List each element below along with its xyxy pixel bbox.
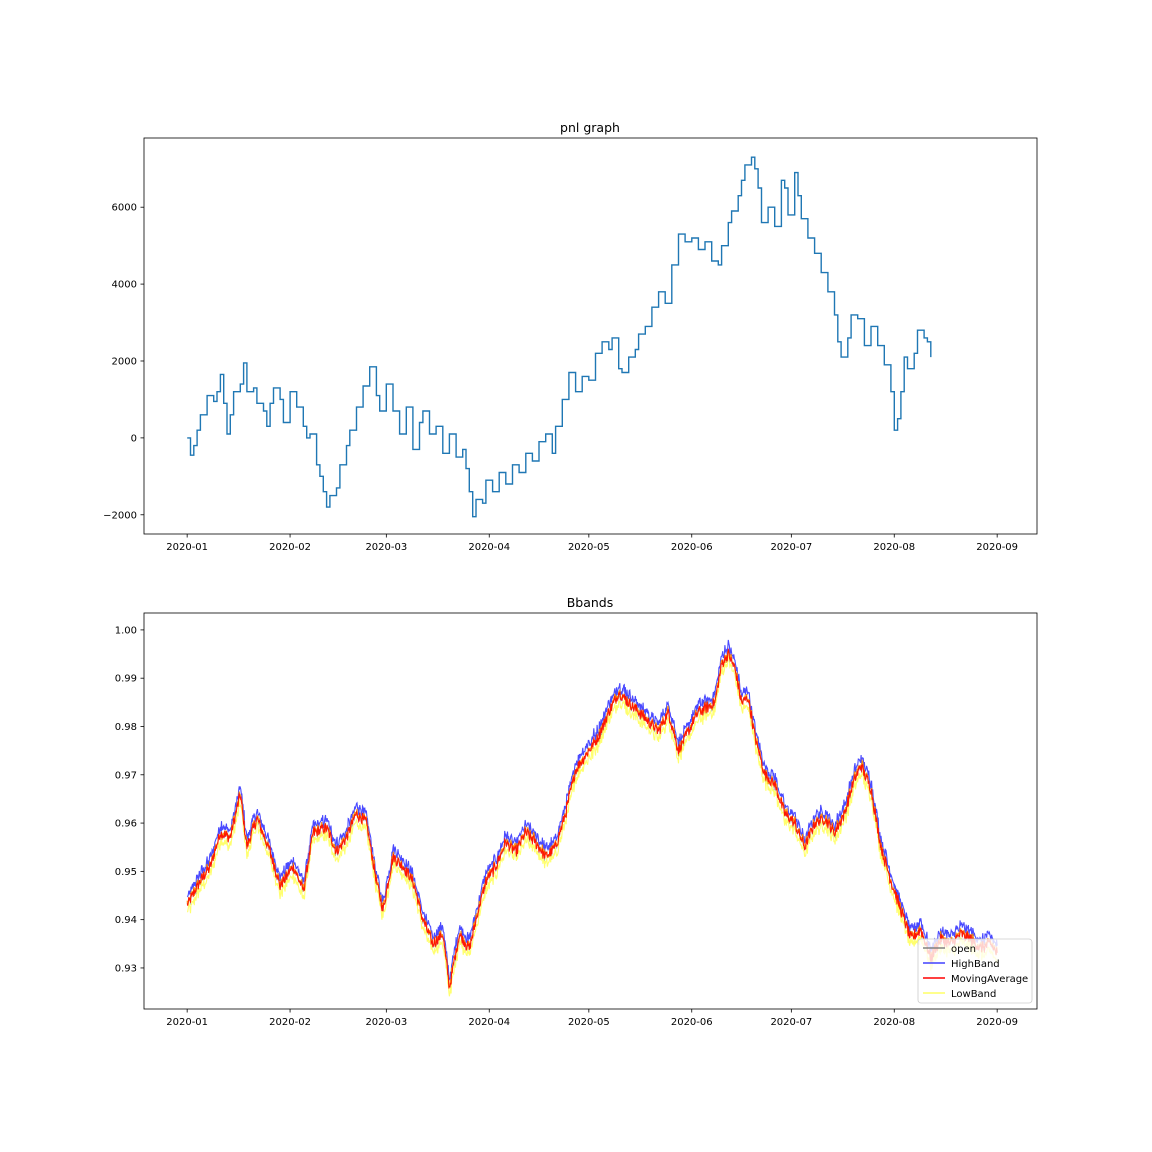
x-tick-label: 2020-08 bbox=[873, 542, 915, 553]
pnl-graph-axes: pnl graph 2020-01 2020-02 2020-03 2020-04 20… bbox=[103, 120, 1038, 553]
x-tick-label: 2020-06 bbox=[671, 1017, 713, 1028]
pnl-graph-plot-area bbox=[187, 156, 932, 518]
pnl-graph-frame bbox=[143, 137, 1038, 535]
x-tick-label: 2020-05 bbox=[568, 1017, 610, 1028]
x-tick-label: 2020-05 bbox=[568, 542, 610, 553]
bbands-x-ticks: 2020-01 2020-02 2020-03 2020-04 2020-05 2020-… bbox=[166, 1009, 1018, 1028]
x-tick-label: 2020-09 bbox=[976, 1017, 1018, 1028]
x-tick-label: 2020-08 bbox=[873, 1017, 915, 1028]
legend-label-highband: HighBand bbox=[951, 959, 1000, 970]
highband-series-line bbox=[186, 639, 998, 981]
movingaverage-series-line bbox=[186, 648, 998, 989]
legend-label-lowband: LowBand bbox=[951, 989, 996, 1000]
bbands-legend: open HighBand MovingAverage LowBand bbox=[917, 938, 1033, 1004]
legend-label-movingaverage: MovingAverage bbox=[951, 974, 1028, 985]
pnl-graph-title: pnl graph bbox=[560, 120, 620, 135]
y-tick-label: 0 bbox=[131, 433, 137, 444]
y-tick-label: 0.98 bbox=[115, 722, 137, 733]
pnl-series-line bbox=[187, 156, 932, 518]
bbands-y-ticks: 0.93 0.94 0.95 0.96 0.97 0.98 0.99 1.00 bbox=[115, 625, 144, 974]
x-tick-label: 2020-03 bbox=[365, 542, 407, 553]
bbands-plot-area bbox=[186, 639, 998, 997]
y-tick-label: −2000 bbox=[103, 510, 137, 521]
y-tick-label: 0.94 bbox=[115, 915, 137, 926]
pnl-graph-x-ticks: 2020-01 2020-02 2020-03 2020-04 2020-05 2020-… bbox=[166, 534, 1018, 553]
bbands-frame bbox=[143, 612, 1038, 1010]
legend-label-open: open bbox=[951, 944, 976, 955]
x-tick-label: 2020-07 bbox=[770, 542, 812, 553]
x-tick-label: 2020-01 bbox=[166, 542, 208, 553]
legend-box bbox=[917, 938, 1033, 1004]
x-tick-label: 2020-04 bbox=[468, 1017, 510, 1028]
x-tick-label: 2020-01 bbox=[166, 1017, 208, 1028]
bbands-title: Bbands bbox=[567, 595, 614, 610]
x-tick-label: 2020-07 bbox=[770, 1017, 812, 1028]
x-tick-label: 2020-09 bbox=[976, 542, 1018, 553]
x-tick-label: 2020-02 bbox=[269, 542, 311, 553]
x-tick-label: 2020-06 bbox=[671, 542, 713, 553]
y-tick-label: 0.99 bbox=[115, 674, 137, 685]
bbands-axes: Bbands 2020-01 2020-02 2020-03 2020-04 2020-… bbox=[115, 595, 1038, 1028]
pnl-graph-y-ticks: −2000 0 2000 4000 6000 bbox=[103, 203, 144, 521]
y-tick-label: 0.96 bbox=[115, 819, 137, 830]
x-tick-label: 2020-04 bbox=[468, 542, 510, 553]
y-tick-label: 0.97 bbox=[115, 770, 137, 781]
x-tick-label: 2020-03 bbox=[365, 1017, 407, 1028]
y-tick-label: 4000 bbox=[112, 280, 137, 291]
x-tick-label: 2020-02 bbox=[269, 1017, 311, 1028]
y-tick-label: 0.93 bbox=[115, 963, 137, 974]
y-tick-label: 2000 bbox=[112, 356, 137, 367]
y-tick-label: 0.95 bbox=[115, 867, 137, 878]
y-tick-label: 6000 bbox=[112, 203, 137, 214]
y-tick-label: 1.00 bbox=[115, 625, 137, 636]
